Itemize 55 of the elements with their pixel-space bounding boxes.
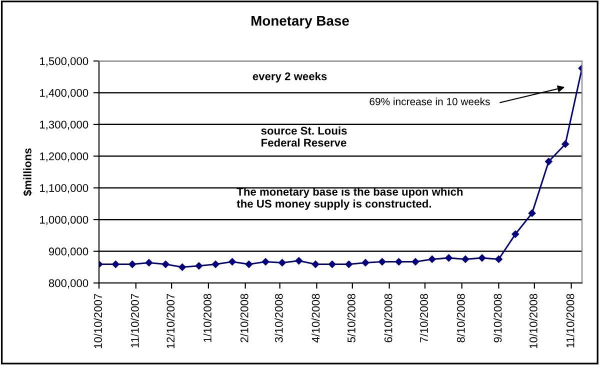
y-tick-label: 1,200,000 — [40, 152, 88, 162]
x-tick-label: 11/10/2008 — [566, 294, 574, 348]
point — [278, 259, 286, 266]
x-tick-label: 9/10/2008 — [494, 294, 502, 342]
point — [162, 260, 170, 268]
y-tick-label: 1,100,000 — [40, 184, 88, 194]
point — [195, 262, 203, 270]
point — [328, 260, 336, 268]
point — [145, 259, 153, 266]
x-tick-label: 3/10/2008 — [274, 294, 283, 342]
point — [495, 256, 502, 263]
annotation: 69% increase in 10 weeks — [370, 98, 490, 106]
point — [545, 158, 552, 166]
point — [228, 258, 236, 266]
point — [412, 258, 420, 266]
x-tick-label: 10/10/2007 — [94, 294, 102, 348]
point — [462, 256, 470, 263]
point — [128, 260, 136, 268]
y-tick-label: 1,500,000 — [40, 57, 88, 66]
point — [362, 259, 370, 266]
x-tick-label: 5/10/2008 — [347, 294, 356, 342]
x-tick-label: 12/10/2007 — [166, 294, 175, 348]
point — [428, 256, 436, 263]
point — [562, 140, 569, 148]
x-tick-label: 7/10/2008 — [420, 294, 428, 342]
point — [445, 254, 452, 262]
point — [378, 258, 386, 266]
point — [345, 260, 352, 268]
point — [212, 260, 220, 268]
point — [112, 260, 120, 268]
point — [512, 230, 520, 238]
x-tick-label: 1/10/2008 — [203, 294, 212, 342]
y-tick-label: 1,400,000 — [40, 88, 88, 98]
point — [245, 260, 253, 268]
y-tick-label: 800,000 — [48, 279, 88, 288]
x-tick-label: 10/10/2008 — [529, 294, 538, 348]
y-tick-label: 1,300,000 — [40, 120, 88, 130]
point — [478, 254, 486, 262]
x-tick-label: 2/10/2008 — [240, 294, 248, 342]
chart-title: Monetary Base — [252, 16, 349, 28]
y-tick-label: 900,000 — [48, 248, 88, 257]
point — [528, 210, 536, 217]
y-axis-title: $millions — [23, 148, 32, 196]
point — [262, 258, 270, 266]
annotation: every 2 weeks — [252, 72, 327, 82]
point — [295, 257, 303, 264]
x-tick-label: 6/10/2008 — [384, 294, 392, 342]
point — [312, 260, 320, 268]
x-tick-label: 11/10/2007 — [130, 294, 139, 348]
x-tick-label: 4/10/2008 — [312, 294, 320, 343]
x-tick-label: 8/10/2008 — [456, 294, 465, 342]
annotation: source St. Louis Federal Reserve — [261, 126, 347, 147]
y-tick-label: 1,000,000 — [40, 216, 88, 226]
point — [178, 264, 186, 271]
point — [395, 258, 402, 266]
